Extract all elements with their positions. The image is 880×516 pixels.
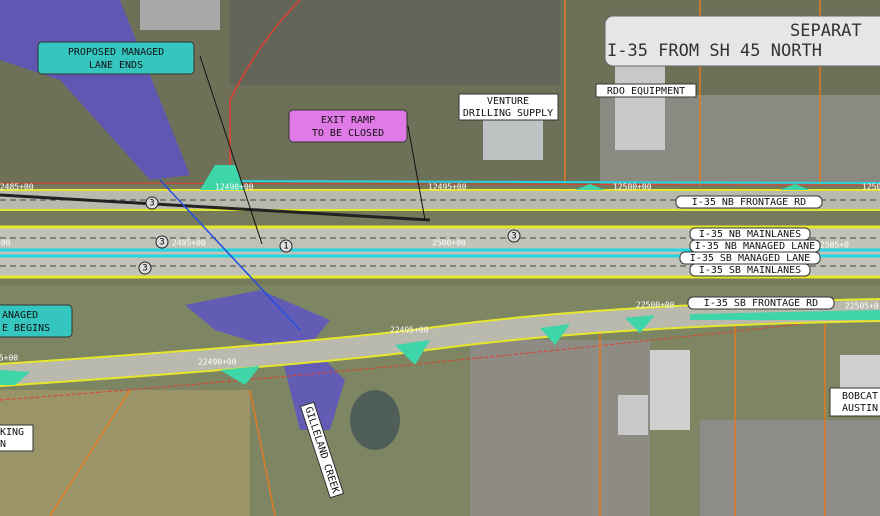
pond [350,390,400,450]
business-box [0,424,34,452]
business-text: DRILLING SUPPLY [463,108,553,119]
road-label: I-35 NB MANAGED LANE [695,241,815,252]
lane-marker-text: 3 [159,238,164,248]
road-label: I-35 NB MAINLANES [699,229,801,240]
callout-text: LANE ENDS [89,60,143,71]
title-line: I-35 FROM SH 45 NORTH [607,41,822,61]
lot [230,0,560,85]
callout-box [288,109,408,143]
building [650,350,690,430]
station-label: +00 [0,239,11,248]
business-text: RDO EQUIPMENT [607,86,685,97]
callout-box [0,304,73,338]
building [840,355,880,390]
lane-marker-text: 3 [142,264,147,274]
field [0,390,250,516]
road-label-box [687,296,835,310]
row-line [0,314,880,401]
gores [0,310,880,385]
leader [199,55,263,245]
lane-marker-text: 3 [511,232,516,242]
callout-box [37,41,195,75]
creek-box [299,401,345,499]
station-label: 2500+00 [432,239,466,248]
building [618,395,648,435]
callout-text: TO BE CLOSED [312,128,384,139]
callout-text: EXIT RAMP [321,115,375,126]
annotations: I-35 NB FRONTAGE RDI-35 NB MAINLANESI-35… [0,183,880,367]
row-line [229,0,301,180]
station-label: 22500+00 [636,301,675,310]
floodplain [185,290,345,430]
station-label: 1250 [862,183,880,192]
title-box [604,15,880,67]
building [483,120,543,160]
lane-marker [138,261,152,275]
creek-line [159,179,301,331]
business-box [595,83,697,98]
lane-marker [155,235,169,249]
road-label: I-35 SB FRONTAGE RD [704,298,818,309]
station-label: 12495+00 [428,183,467,192]
closed-ramp [0,193,431,222]
callout-text: E BEGINS [2,323,50,334]
managed-line [229,180,880,184]
station-label: 12490+00 [215,183,254,192]
callout-text: ANAGED [2,310,38,321]
station-label: 22490+00 [198,358,237,367]
leader [407,125,426,221]
callout-text: PROPOSED MANAGED [68,47,164,58]
business-text: AUSTIN [842,403,878,414]
business-text: BOBCAT [842,391,878,402]
road-label-box [675,195,823,209]
parking [700,420,880,516]
property-lines [49,0,826,516]
station-label: 22495+00 [390,326,429,335]
lane-marker [145,196,159,210]
gore [780,184,810,190]
road-label-box [689,263,811,277]
lane-marker-text: 3 [149,199,154,209]
gore [200,165,245,190]
business-text: VENTURE [487,96,529,107]
road-label: I-35 SB MAINLANES [699,265,801,276]
business-box [458,93,559,121]
business-text: KING [0,427,24,438]
title-line: SEPARAT [790,21,862,41]
station-label: 85+00 [0,354,18,363]
lane-marker-text: 1 [283,242,288,252]
business-box [829,387,880,417]
gore [575,184,605,190]
station-label: 22505+0 [845,302,879,311]
station-label: 2495+00 [172,239,206,248]
station-label: 12500+00 [613,183,652,192]
station-label: 2505+0 [820,241,849,250]
building [615,60,665,150]
lane-marker [507,229,521,243]
business-text: N [0,439,6,450]
row-line [0,182,880,186]
road-label: I-35 SB MANAGED LANE [690,253,810,264]
road-label: I-35 NB FRONTAGE RD [692,197,806,208]
lane-marker [279,239,293,253]
building [140,0,220,30]
station-label: 12485+00 [0,183,34,192]
